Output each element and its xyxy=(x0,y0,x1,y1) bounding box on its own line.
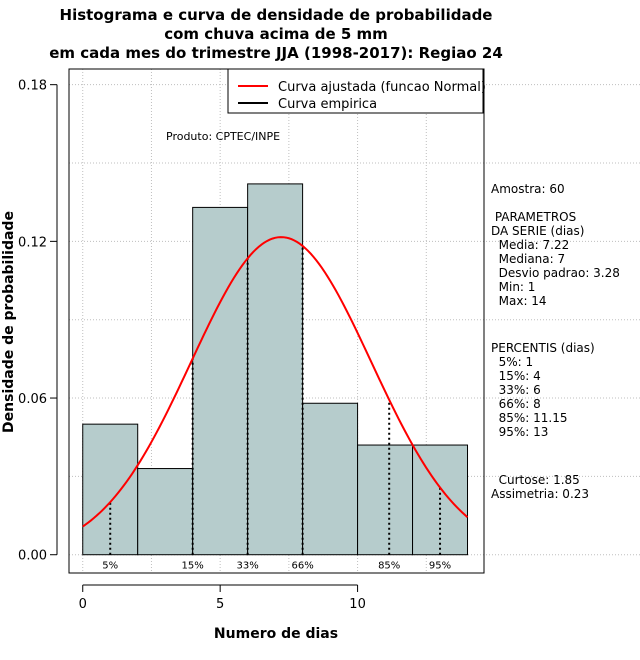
y-tick-label-3: 0.18 xyxy=(18,79,47,94)
y-tick-label-2: 0.12 xyxy=(18,235,47,250)
histogram-bar-0 xyxy=(82,423,139,556)
y-tick-label-1: 0.06 xyxy=(18,392,47,407)
stat-sd: Desvio padrao: 3.28 xyxy=(491,266,620,280)
stat-p15: 15%: 4 xyxy=(491,369,541,383)
percentile-label-0: 5% xyxy=(102,561,118,572)
histogram-bar-5 xyxy=(357,444,414,556)
histogram-bar-2 xyxy=(192,206,249,556)
stat-p95: 95%: 13 xyxy=(491,425,548,439)
stat-min: Min: 1 xyxy=(491,280,535,294)
stat-p5: 5%: 1 xyxy=(491,355,533,369)
normal-fit-curve xyxy=(82,236,469,528)
stat-params-header-2: DA SERIE (dias) xyxy=(491,224,584,238)
y-axis-label: Densidade de probabilidade xyxy=(1,211,17,433)
stat-max: Max: 14 xyxy=(491,294,547,308)
percentile-label-2: 33% xyxy=(237,561,259,572)
legend: Curva ajustada (funcao Normal) Curva emp… xyxy=(227,68,486,114)
axes-layer: 0 5 10 0.00 0.06 0.12 0.18 xyxy=(18,79,366,612)
stat-median: Mediana: 7 xyxy=(491,252,565,266)
stat-percentis-header: PERCENTIS (dias) xyxy=(491,341,595,355)
stat-skewness: Assimetria: 0.23 xyxy=(491,487,589,501)
histogram-bar-3 xyxy=(247,183,304,556)
histogram-bar-1 xyxy=(137,468,194,556)
stat-p33: 33%: 6 xyxy=(491,383,541,397)
histogram-bar-6 xyxy=(412,444,469,556)
percentile-label-1: 15% xyxy=(182,561,204,572)
percentile-label-4: 85% xyxy=(378,561,400,572)
stat-params-header-1: PARAMETROS xyxy=(491,210,576,224)
legend-label-fitted: Curva ajustada (funcao Normal) xyxy=(278,80,486,95)
curve-layer xyxy=(82,236,469,528)
percentile-marks-layer: 5% 15% 33% 66% 85% 95% xyxy=(102,245,451,572)
legend-label-empirical: Curva empirica xyxy=(278,97,377,112)
percentile-label-5: 95% xyxy=(429,561,451,572)
legend-box xyxy=(227,68,484,114)
title-line-2: com chuva acima de 5 mm xyxy=(164,25,388,43)
x-axis-label: Numero de dias xyxy=(214,626,338,642)
x-tick-label-1: 5 xyxy=(216,597,224,612)
x-tick-label-2: 10 xyxy=(349,597,366,612)
y-tick-label-0: 0.00 xyxy=(18,549,47,564)
bars-layer xyxy=(82,183,469,556)
stat-sample: Amostra: 60 xyxy=(491,182,565,196)
stat-mean: Media: 7.22 xyxy=(491,238,569,252)
stat-p66: 66%: 8 xyxy=(491,397,541,411)
percentile-label-3: 66% xyxy=(291,561,313,572)
title-line-1: Histograma e curva de densidade de proba… xyxy=(60,6,493,24)
histogram-bar-4 xyxy=(302,402,359,556)
title-line-3: em cada mes do trimestre JJA (1998-2017)… xyxy=(49,44,503,62)
chart-title: Histograma e curva de densidade de proba… xyxy=(49,6,503,62)
product-annotation: Produto: CPTEC/INPE xyxy=(166,130,280,143)
statistics-panel: Amostra: 60 PARAMETROS DA SERIE (dias) M… xyxy=(491,182,620,501)
x-tick-label-0: 0 xyxy=(79,597,87,612)
stat-p85: 85%: 11.15 xyxy=(491,411,568,425)
stat-kurtosis: Curtose: 1.85 xyxy=(491,473,580,487)
